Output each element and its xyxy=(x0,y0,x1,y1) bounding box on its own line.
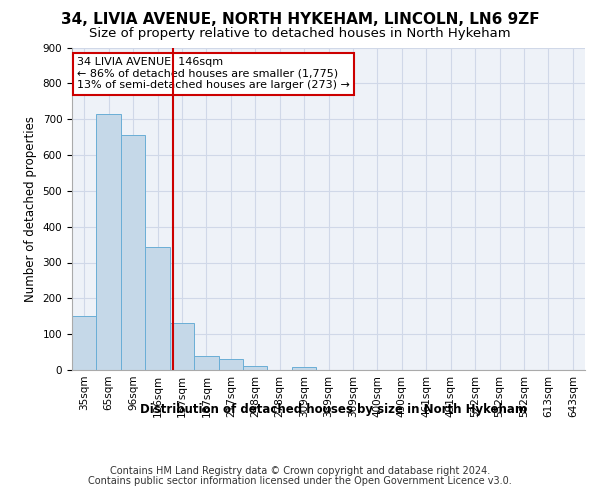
Text: 34, LIVIA AVENUE, NORTH HYKEHAM, LINCOLN, LN6 9ZF: 34, LIVIA AVENUE, NORTH HYKEHAM, LINCOLN… xyxy=(61,12,539,28)
Bar xyxy=(243,366,268,370)
Bar xyxy=(170,324,194,370)
Bar xyxy=(72,316,97,370)
Text: Size of property relative to detached houses in North Hykeham: Size of property relative to detached ho… xyxy=(89,28,511,40)
Bar xyxy=(97,114,121,370)
Y-axis label: Number of detached properties: Number of detached properties xyxy=(24,116,37,302)
Text: Distribution of detached houses by size in North Hykeham: Distribution of detached houses by size … xyxy=(140,402,527,415)
Text: Contains HM Land Registry data © Crown copyright and database right 2024.: Contains HM Land Registry data © Crown c… xyxy=(110,466,490,476)
Bar xyxy=(292,367,316,370)
Bar xyxy=(194,356,218,370)
Bar xyxy=(145,248,170,370)
Bar xyxy=(121,136,145,370)
Text: 34 LIVIA AVENUE: 146sqm
← 86% of detached houses are smaller (1,775)
13% of semi: 34 LIVIA AVENUE: 146sqm ← 86% of detache… xyxy=(77,57,350,90)
Text: Contains public sector information licensed under the Open Government Licence v3: Contains public sector information licen… xyxy=(88,476,512,486)
Bar xyxy=(218,359,243,370)
